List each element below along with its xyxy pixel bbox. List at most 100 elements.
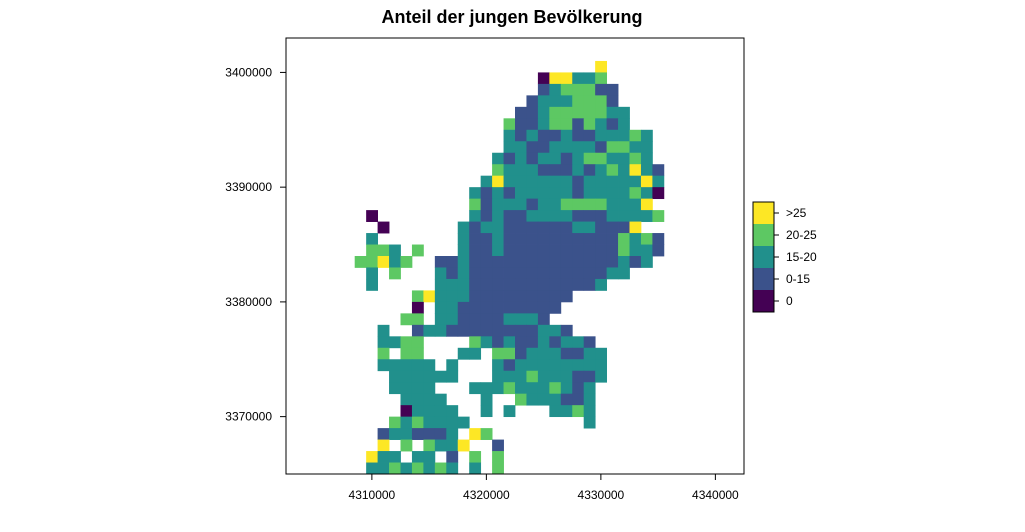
raster-cell xyxy=(526,152,539,165)
raster-cell xyxy=(492,290,504,303)
raster-cell xyxy=(446,290,459,303)
raster-cell xyxy=(526,106,539,119)
raster-cell xyxy=(549,405,562,418)
raster-cell xyxy=(618,164,630,177)
raster-cell xyxy=(549,370,562,383)
raster-cell xyxy=(549,267,562,280)
raster-cell xyxy=(515,129,527,142)
raster-cell xyxy=(526,336,539,349)
raster-cell xyxy=(492,347,504,360)
y-axis: 3370000 3380000 3390000 3400000 xyxy=(225,65,286,424)
raster-cell xyxy=(572,164,585,177)
raster-cell xyxy=(537,359,550,372)
raster-cell xyxy=(480,313,493,326)
raster-cell xyxy=(469,187,482,200)
raster-cell xyxy=(503,278,516,291)
raster-cell xyxy=(595,210,607,222)
raster-cell xyxy=(446,359,459,372)
raster-cell xyxy=(583,256,596,268)
raster-cell xyxy=(423,439,436,452)
legend-label: 0 xyxy=(786,294,793,308)
raster-cell xyxy=(492,267,504,280)
raster-cell xyxy=(411,347,424,360)
raster-cell xyxy=(572,256,585,268)
raster-cell xyxy=(537,313,550,326)
raster-cell xyxy=(560,370,573,383)
raster-cell xyxy=(503,244,516,257)
raster-cell xyxy=(434,267,447,280)
raster-cells xyxy=(354,60,665,475)
raster-cell xyxy=(537,256,550,268)
raster-cell xyxy=(606,106,619,119)
raster-cell xyxy=(480,256,493,268)
raster-cell xyxy=(480,301,493,314)
raster-cell xyxy=(583,106,596,119)
raster-cell xyxy=(640,198,653,211)
raster-cell xyxy=(411,382,424,395)
raster-cell xyxy=(549,210,562,222)
raster-cell xyxy=(640,256,653,268)
raster-cell xyxy=(446,301,459,314)
raster-cell xyxy=(549,164,562,177)
raster-cell xyxy=(526,129,539,142)
raster-cell xyxy=(503,164,516,177)
raster-cell xyxy=(515,256,527,268)
raster-cell xyxy=(583,405,596,418)
raster-cell xyxy=(503,267,516,280)
legend-label: 20-25 xyxy=(786,228,817,242)
raster-cell xyxy=(606,256,619,268)
raster-cell xyxy=(583,198,596,211)
raster-cell xyxy=(583,210,596,222)
raster-cell xyxy=(583,370,596,383)
raster-cell xyxy=(537,244,550,257)
raster-cell xyxy=(492,244,504,257)
raster-cell xyxy=(469,290,482,303)
raster-cell xyxy=(446,370,459,383)
raster-cell xyxy=(606,210,619,222)
x-axis: 4310000 4320000 4330000 4340000 xyxy=(349,474,739,502)
raster-cell xyxy=(549,233,562,245)
raster-cell xyxy=(389,267,401,280)
raster-cell xyxy=(572,210,585,222)
raster-cell xyxy=(446,278,459,291)
raster-cell xyxy=(629,187,642,200)
raster-cell xyxy=(629,221,642,234)
raster-cell xyxy=(583,267,596,280)
raster-cell xyxy=(640,175,653,188)
raster-cell xyxy=(606,118,619,131)
raster-cell xyxy=(549,118,562,131)
raster-cell xyxy=(537,106,550,119)
raster-cell xyxy=(595,175,607,188)
raster-cell xyxy=(457,256,470,268)
raster-cell xyxy=(446,439,459,452)
raster-cell xyxy=(526,164,539,177)
raster-cell xyxy=(549,187,562,200)
raster-cell xyxy=(618,198,630,211)
raster-cell xyxy=(583,382,596,395)
raster-cell xyxy=(606,83,619,96)
raster-cell xyxy=(595,221,607,234)
raster-cell xyxy=(629,129,642,142)
raster-cell xyxy=(457,244,470,257)
raster-cell xyxy=(457,416,470,429)
raster-cell xyxy=(618,256,630,268)
raster-cell xyxy=(377,221,390,234)
raster-cell xyxy=(366,233,378,245)
raster-cell xyxy=(652,175,665,188)
x-tick-label: 4330000 xyxy=(578,488,625,502)
legend-label: >25 xyxy=(786,206,807,220)
raster-cell xyxy=(618,141,630,154)
raster-cell xyxy=(526,393,539,406)
raster-cell xyxy=(366,462,378,475)
raster-cell xyxy=(503,129,516,142)
raster-cell xyxy=(492,221,504,234)
raster-cell xyxy=(537,118,550,131)
raster-cell xyxy=(446,462,459,475)
plot-frame xyxy=(285,37,745,475)
raster-cell xyxy=(606,187,619,200)
raster-cell xyxy=(549,301,562,314)
raster-cell xyxy=(423,382,436,395)
y-tick-label: 3400000 xyxy=(225,65,272,79)
raster-cell xyxy=(537,95,550,108)
raster-cell xyxy=(469,210,482,222)
